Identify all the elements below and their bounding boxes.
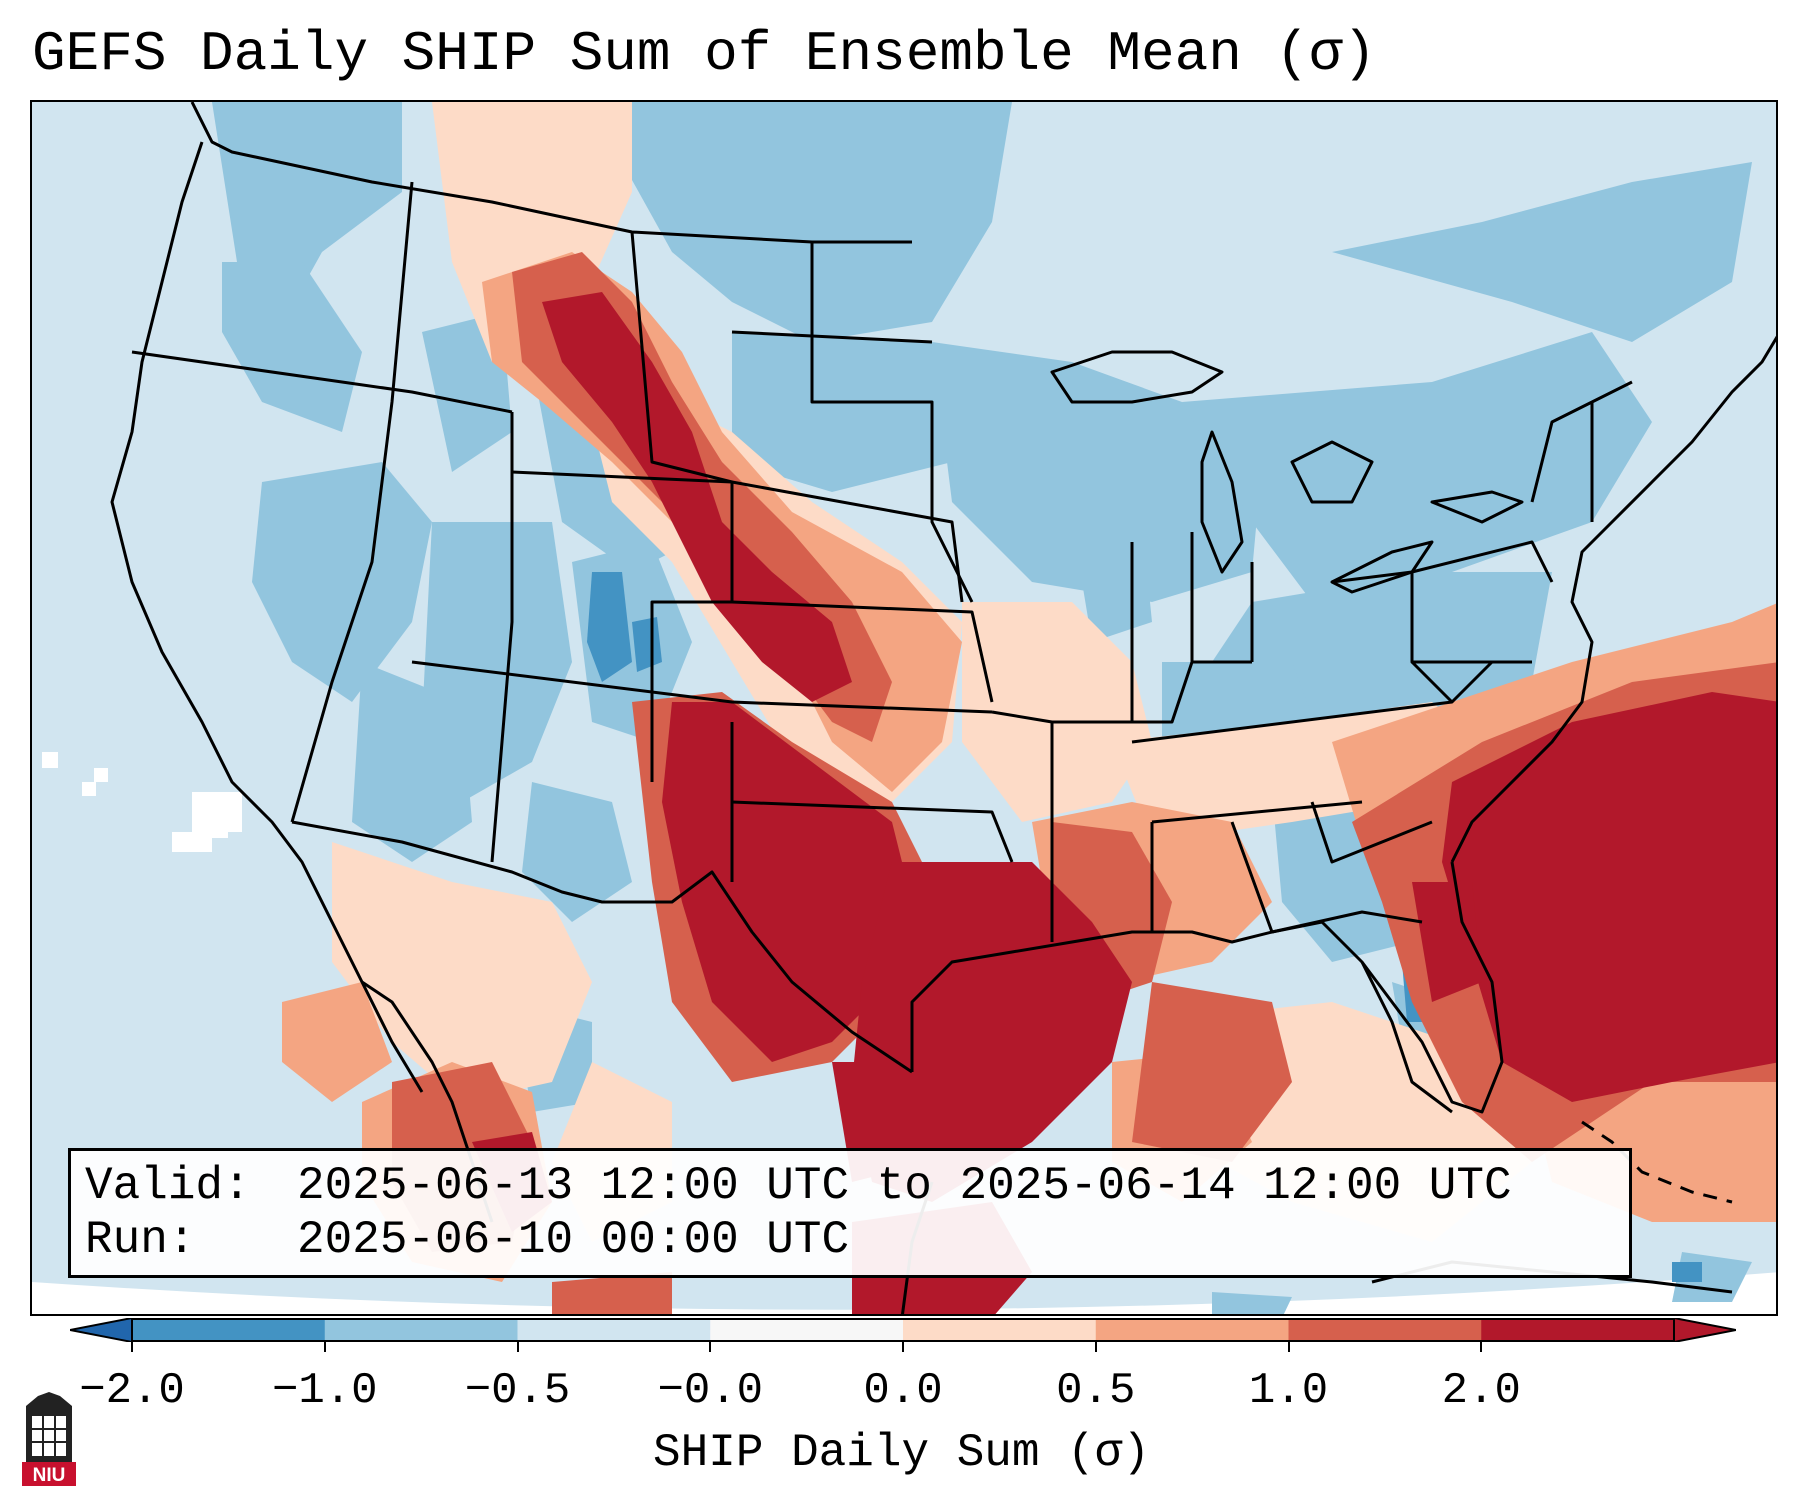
state-line xyxy=(490,412,514,863)
map-panel xyxy=(30,100,1778,1316)
colorbar-tick-mark xyxy=(1287,1340,1290,1352)
missing-data-cells xyxy=(42,752,242,852)
colorbar-segment xyxy=(324,1318,518,1342)
state-line xyxy=(731,800,1014,863)
colorbar-tick-label: 0.0 xyxy=(863,1366,943,1416)
off-domain-area xyxy=(32,1272,1776,1314)
state-line xyxy=(131,350,513,414)
state-line xyxy=(1271,910,1423,934)
colorbar-tick-label: −0.5 xyxy=(464,1366,571,1416)
state-line xyxy=(1151,800,1363,824)
state-line xyxy=(1131,700,1453,744)
state-line xyxy=(1230,821,1274,933)
canada-us-border xyxy=(190,102,912,244)
state-line xyxy=(1331,570,1532,664)
state-line xyxy=(411,660,993,714)
colorbar-swatches xyxy=(70,1318,1736,1342)
lake-erie xyxy=(1330,540,1434,594)
colorbar-tick-label: −0.0 xyxy=(657,1366,764,1416)
state-line xyxy=(731,600,994,703)
lake-ontario xyxy=(1430,490,1524,524)
colorbar-segment xyxy=(1481,1318,1675,1342)
run-info-box: Valid: 2025-06-13 12:00 UTC to 2025-06-14… xyxy=(68,1148,1632,1278)
colorbar-under-extend xyxy=(70,1318,133,1342)
colorbar-segment xyxy=(1095,1318,1289,1342)
colorbar-tick-label: −2.0 xyxy=(79,1366,185,1416)
logo-badge xyxy=(22,1462,76,1486)
colorbar-tick-label: −1.0 xyxy=(271,1366,378,1416)
state-line xyxy=(731,330,933,344)
state-line xyxy=(1530,380,1633,503)
state-line xyxy=(290,181,414,823)
colorbar-tick-mark xyxy=(1480,1340,1483,1352)
colorbar-tick-mark xyxy=(902,1340,904,1352)
run-label: Run: xyxy=(85,1214,196,1266)
lake-huron xyxy=(1290,440,1374,504)
atlantic-coastline xyxy=(1450,335,1776,863)
colorbar-tick-label: 0.5 xyxy=(1056,1366,1136,1416)
run-row: Run: 2025-06-10 00:00 UTC xyxy=(85,1213,1615,1267)
florida-peninsula xyxy=(1360,961,1453,1114)
colorbar-tick-mark xyxy=(516,1340,519,1352)
state-line xyxy=(1310,801,1433,864)
colorbar-segment xyxy=(132,1318,326,1342)
run-time: 2025-06-10 00:00 UTC xyxy=(297,1214,850,1266)
us-mexico-border xyxy=(291,820,913,1074)
state-line xyxy=(731,480,964,603)
bahamas-islands xyxy=(1581,1120,1733,1204)
colorbar-tick-label: 1.0 xyxy=(1248,1366,1329,1416)
colorbar-segment xyxy=(1288,1318,1482,1342)
state-line xyxy=(630,231,733,484)
valid-label: Valid: xyxy=(85,1160,251,1212)
state-line xyxy=(991,660,1252,724)
logo-window-icon xyxy=(32,1416,66,1456)
colorbar-segment xyxy=(517,1318,711,1342)
colorbar-tick-mark xyxy=(323,1340,326,1352)
valid-row: Valid: 2025-06-13 12:00 UTC to 2025-06-14… xyxy=(85,1159,1615,1213)
colorbar-ticks: −2.0 −1.0 −0.5 −0.0 0.0 0.5 1.0 2.0 xyxy=(0,1340,1803,1416)
valid-time-range: 2025-06-13 12:00 UTC to 2025-06-14 12:00… xyxy=(297,1160,1512,1212)
chart-title: GEFS Daily SHIP Sum of Ensemble Mean (σ) xyxy=(32,22,1377,86)
colorbar-over-extend xyxy=(1673,1318,1736,1342)
colorbar-segment xyxy=(710,1318,904,1342)
logo-text: NIU xyxy=(33,1465,66,1486)
very-strong-positive-anomaly-areas xyxy=(472,292,1776,1314)
state-line xyxy=(1411,540,1554,583)
state-line xyxy=(1410,660,1532,704)
lake-michigan xyxy=(1200,430,1244,574)
colorbar-label: SHIP Daily Sum (σ) xyxy=(653,1427,1150,1479)
state-line xyxy=(810,242,974,603)
colorbar-segment xyxy=(903,1318,1097,1342)
colorbar-tick-mark xyxy=(709,1340,712,1352)
colorbar-tick-mark xyxy=(131,1340,133,1352)
colorbar xyxy=(70,1318,1736,1342)
niu-logo: NIU xyxy=(22,1392,76,1486)
anomaly-map xyxy=(32,102,1776,1314)
pacific-coastline xyxy=(110,141,424,1093)
colorbar-tick-mark xyxy=(1094,1340,1097,1352)
colorbar-tick-label: 2.0 xyxy=(1441,1366,1521,1416)
lake-superior xyxy=(1050,350,1224,404)
